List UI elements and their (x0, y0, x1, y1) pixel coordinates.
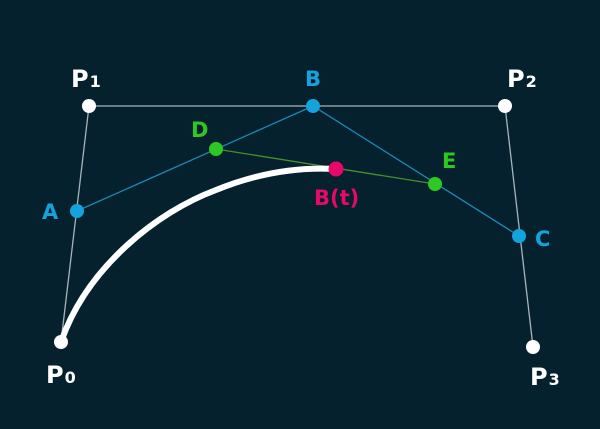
label-b: B (305, 67, 321, 91)
label-p2: P2 (507, 65, 537, 93)
point-p3 (526, 340, 540, 354)
point-a (70, 204, 84, 218)
label-e: E (442, 149, 456, 173)
point-c (512, 229, 526, 243)
label-a: A (42, 200, 59, 224)
point-b (306, 99, 320, 113)
point-p2 (498, 99, 512, 113)
label-c: C (535, 227, 550, 251)
point-d (209, 142, 223, 156)
label-p3: P3 (530, 363, 560, 391)
label-p0: P0 (46, 361, 76, 389)
control-polygon (60, 105, 534, 348)
point-p1 (82, 99, 96, 113)
label-bt: B(t) (314, 186, 359, 210)
label-d: D (191, 118, 208, 142)
point-bt (328, 161, 344, 177)
bezier-curve (58, 165, 339, 345)
point-e (428, 177, 442, 191)
point-p0 (54, 335, 68, 349)
label-p1: P1 (71, 65, 101, 93)
